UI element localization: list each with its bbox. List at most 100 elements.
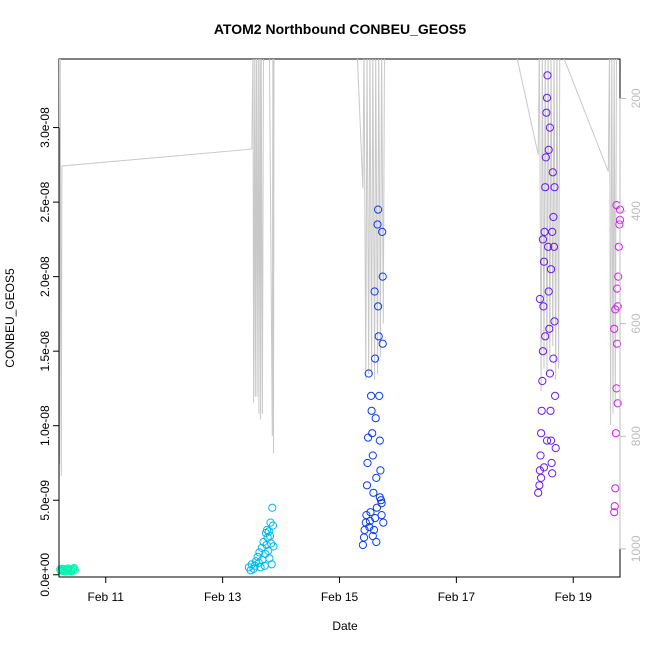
data-point [546, 265, 556, 274]
data-point [542, 108, 551, 117]
data-point [374, 205, 383, 214]
data-point [550, 317, 559, 326]
data-point [367, 406, 376, 415]
data-point [543, 71, 552, 80]
data-point [613, 399, 622, 408]
y-tick-label: 3.0e-08 [38, 107, 52, 148]
data-point [358, 540, 367, 550]
data-point [374, 302, 383, 311]
data-point [372, 503, 381, 512]
data-point [544, 287, 553, 296]
y-tick-label: 0.0e+00 [38, 553, 52, 597]
data-point [544, 145, 553, 154]
data-point [541, 153, 550, 162]
data-point [371, 414, 380, 423]
data-point [614, 272, 623, 281]
data-point [537, 406, 546, 415]
data-point [544, 242, 553, 251]
data-point [545, 123, 555, 132]
data-point [364, 433, 373, 442]
data-point [374, 332, 383, 341]
data-point [368, 531, 377, 541]
plot-frame [58, 58, 621, 578]
data-point [613, 284, 622, 293]
y-axis: 0.0e+00 5.0e-09 1.0e-08 1.5e-08 2.0e-08 2.5e-… [38, 107, 60, 597]
data-point [263, 533, 272, 542]
right-tick-label: 1000 [629, 535, 643, 562]
data-point [255, 548, 264, 557]
data-point [375, 436, 384, 445]
data-point [542, 436, 552, 445]
data-point [377, 510, 386, 520]
data-point [369, 488, 378, 497]
data-point [379, 518, 388, 527]
data-point [267, 560, 276, 569]
data-point [257, 543, 266, 553]
x-tick-label: Feb 17 [438, 590, 476, 604]
y-tick-label: 2.5e-08 [38, 181, 52, 222]
data-point [545, 324, 554, 333]
data-point [541, 183, 550, 192]
data-point [546, 436, 556, 445]
right-tick-label: 600 [629, 313, 643, 333]
flight-track-layer [59, 59, 617, 476]
data-point [365, 523, 374, 532]
data-point [364, 369, 373, 378]
data-point [610, 508, 619, 517]
right-pressure-axis: 200 400 600 800 1000 [619, 88, 643, 562]
data-point [615, 220, 624, 229]
y-tick-label: 1.5e-08 [38, 330, 52, 371]
data-point [538, 376, 547, 386]
data-point [378, 272, 387, 281]
y-axis-label: CONBEU_GEOS5 [3, 268, 17, 368]
y-tick-label: 1.0e-08 [38, 405, 52, 446]
data-point [548, 227, 557, 236]
x-axis: Feb 11 Feb 13 Feb 15 Feb 17 Feb 19 [88, 576, 593, 604]
data-point [534, 488, 543, 497]
data-point [377, 499, 386, 508]
data-point [359, 533, 369, 542]
right-tick-label: 800 [629, 426, 643, 446]
data-point [549, 354, 558, 363]
right-tick-label: 400 [629, 201, 643, 221]
data-point [268, 503, 277, 512]
data-point [536, 451, 545, 460]
data-point [363, 458, 372, 468]
data-point [269, 542, 278, 551]
data-point [370, 287, 379, 296]
data-point [538, 235, 548, 244]
data-point [68, 564, 78, 574]
data-point [537, 473, 546, 482]
x-tick-label: Feb 13 [204, 590, 242, 604]
data-point [542, 93, 552, 102]
chart-title: ATOM2 Northbound CONBEU_GEOS5 [214, 21, 466, 37]
data-point [368, 451, 377, 460]
data-point [550, 183, 559, 192]
data-point [539, 302, 548, 311]
data-point [548, 168, 557, 177]
flight-track-line [59, 59, 617, 476]
data-point [373, 220, 382, 229]
data-point [610, 502, 619, 511]
data-point [250, 561, 259, 570]
data-point [371, 354, 380, 363]
data-point [378, 227, 387, 236]
data-point [535, 294, 545, 304]
data-point [362, 510, 371, 520]
x-tick-label: Feb 15 [321, 590, 359, 604]
data-point [611, 429, 621, 438]
data-point [267, 539, 276, 548]
data-point [264, 527, 273, 536]
series-1 [56, 564, 79, 576]
x-tick-label: Feb 11 [88, 590, 125, 604]
data-point [375, 391, 384, 400]
data-point [551, 391, 560, 400]
data-point [259, 537, 268, 547]
x-axis-label: Date [332, 619, 358, 633]
data-point [372, 537, 381, 547]
x-tick-label: Feb 19 [555, 590, 593, 604]
y-tick-label: 5.0e-09 [38, 480, 52, 521]
data-point [549, 212, 558, 222]
data-point [546, 406, 555, 415]
data-point [545, 369, 555, 378]
